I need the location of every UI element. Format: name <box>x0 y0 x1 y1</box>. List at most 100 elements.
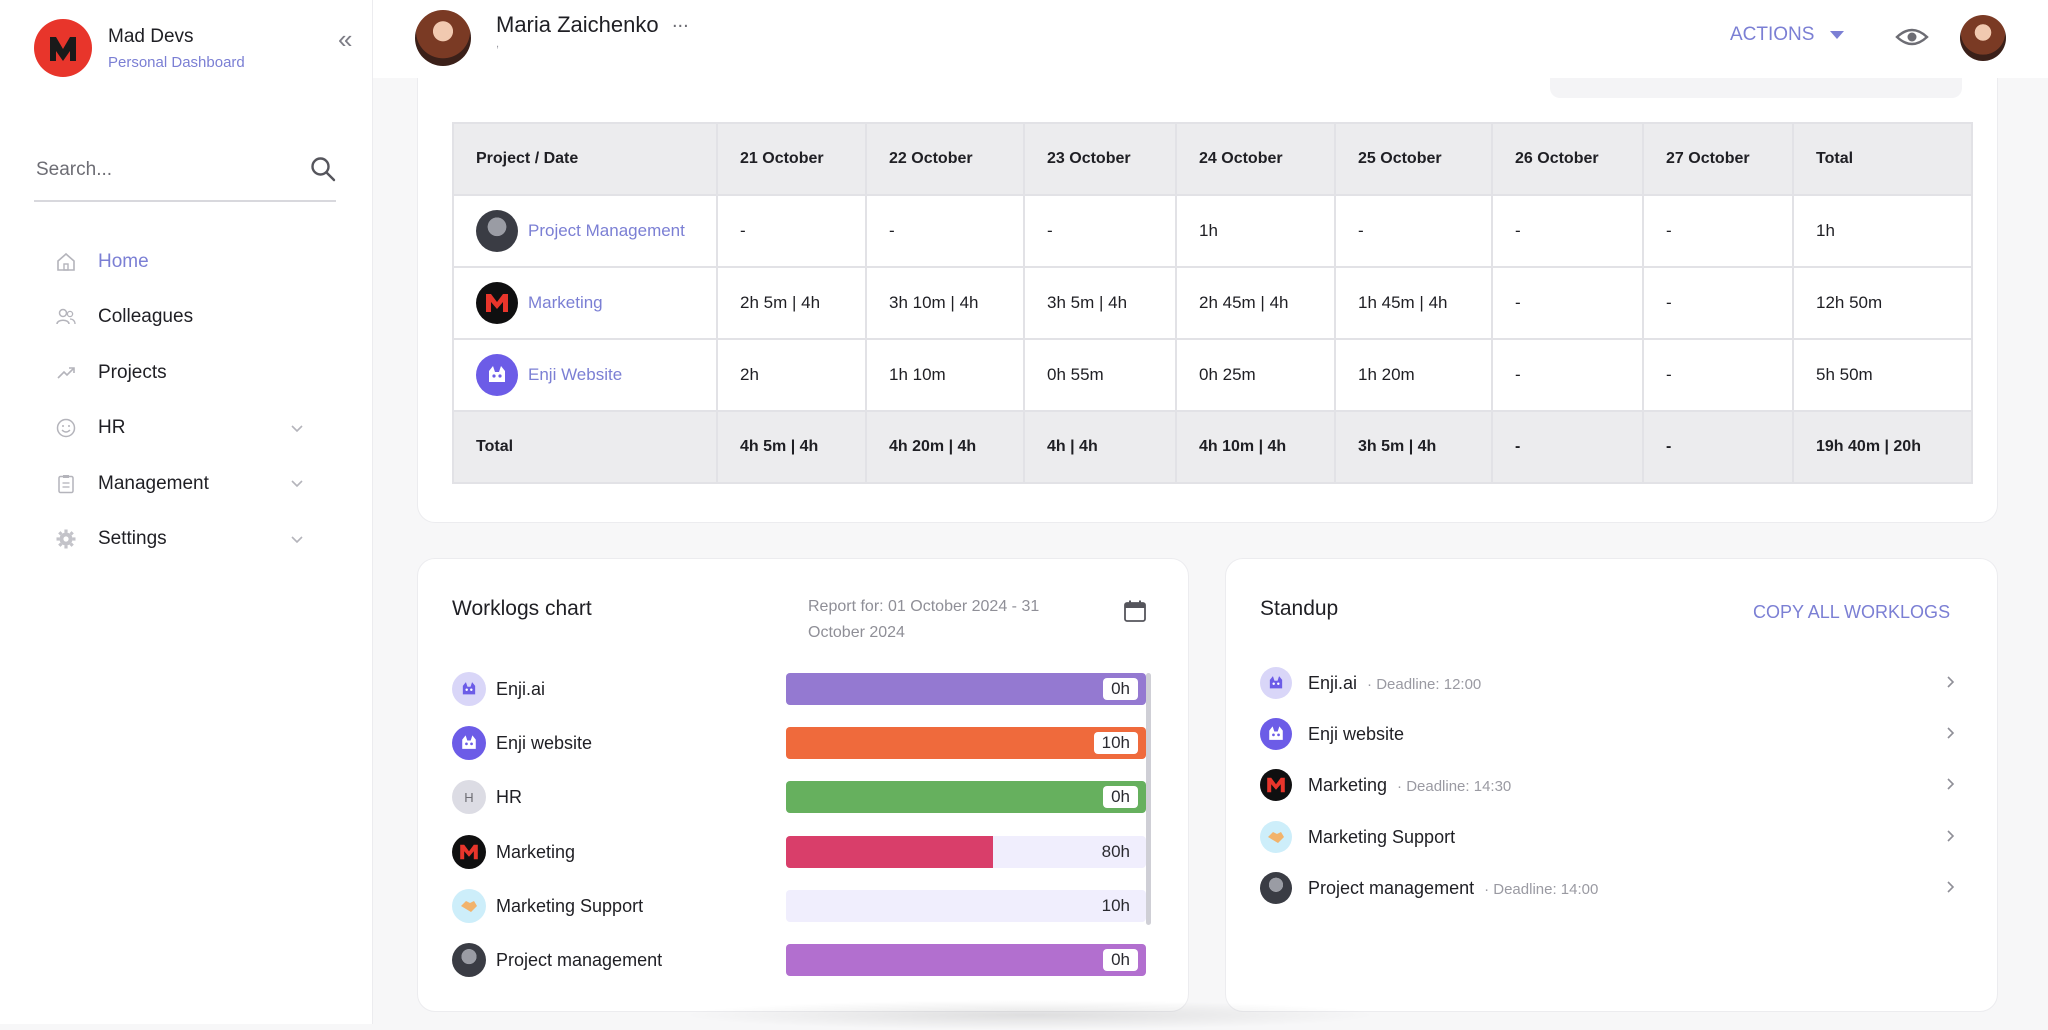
worklog-row: Marketing46h80h <box>452 826 1152 880</box>
standup-name: Enji.ai <box>1308 673 1358 693</box>
standup-list: Enji.ai · Deadline: 12:00 Enji website Mark… <box>1260 657 1970 913</box>
worklog-bar-fill <box>786 835 993 868</box>
user-avatar[interactable] <box>1960 15 2006 61</box>
worklog-bar-label: 10h <box>1093 732 1138 755</box>
table-cell: 4h | 4h <box>1023 410 1177 484</box>
standup-deadline: · Deadline: 12:00 <box>1367 676 1482 693</box>
more-options-button[interactable]: ... <box>672 10 689 32</box>
nav-label: Colleagues <box>98 306 194 328</box>
chevron-right-icon[interactable] <box>1946 829 1956 848</box>
standup-item[interactable]: Enji.ai · Deadline: 12:00 <box>1260 657 1970 708</box>
standup-item[interactable]: Marketing Support <box>1260 811 1970 862</box>
enji-ai-logo-icon <box>1260 667 1292 699</box>
worklog-bar-label: 0h <box>1103 948 1138 971</box>
actions-dropdown-button[interactable]: ACTIONS <box>1730 24 1845 46</box>
column-header: 23 October <box>1023 122 1177 196</box>
brand-name: Mad Devs <box>108 25 194 47</box>
nav-item-colleagues[interactable]: Colleagues <box>54 290 314 346</box>
collapse-sidebar-icon[interactable]: « <box>338 24 353 54</box>
standup-project-name: Marketing · Deadline: 14:30 <box>1308 775 1511 796</box>
profile-name: Maria Zaichenko <box>496 12 659 37</box>
standup-card: Standup COPY ALL WORKLOGS Enji.ai · Deadl… <box>1225 558 1998 1012</box>
table-row: Marketing 2h 5m | 4h 3h 10m | 4h 3h 5m |… <box>452 266 1973 340</box>
table-cell: 1h 45m | 4h <box>1334 266 1493 340</box>
nav-item-management[interactable]: Management <box>54 456 314 512</box>
project-management-avatar <box>452 942 486 977</box>
chevron-right-icon[interactable] <box>1946 675 1956 694</box>
actions-label: ACTIONS <box>1730 24 1815 45</box>
project-link[interactable]: Enji Website <box>528 365 623 384</box>
table-cell: - <box>1334 194 1493 268</box>
chevron-right-icon[interactable] <box>1946 880 1956 899</box>
table-cell: - <box>716 194 867 268</box>
table-cell: 3h 5m | 4h <box>1334 410 1493 484</box>
table-cell: - <box>1642 410 1794 484</box>
brand[interactable]: Mad Devs Personal Dashboard <box>34 19 245 77</box>
worklog-table-card: Project / Date 21 October 22 October 23 … <box>417 60 1998 523</box>
project-management-avatar <box>1260 871 1292 904</box>
nav-item-projects[interactable]: Projects <box>54 345 314 401</box>
column-header: 21 October <box>716 122 867 196</box>
table-cell: - <box>1642 338 1794 412</box>
brand-subtitle: Personal Dashboard <box>108 53 245 71</box>
worklog-table: Project / Date 21 October 22 October 23 … <box>452 122 1973 484</box>
main-nav: Home Colleagues Projects HR <box>54 234 314 567</box>
table-cell: 2h <box>716 338 867 412</box>
trend-icon <box>54 361 78 385</box>
standup-name: Marketing Support <box>1308 826 1456 847</box>
chevron-down-icon[interactable] <box>290 476 304 494</box>
worklog-bar-label: 0h <box>1103 678 1138 700</box>
nav-item-hr[interactable]: HR <box>54 401 314 457</box>
copy-all-worklogs-button[interactable]: COPY ALL WORKLOGS <box>1753 602 1951 622</box>
search-input[interactable] <box>34 158 298 182</box>
chevron-right-icon[interactable] <box>1946 777 1956 796</box>
standup-item[interactable]: Marketing · Deadline: 14:30 <box>1260 759 1970 810</box>
chevron-right-icon[interactable] <box>1946 726 1956 745</box>
worklog-bar-fill <box>786 943 1146 976</box>
standup-project-name: Enji website <box>1308 724 1414 745</box>
calendar-icon[interactable] <box>1123 599 1147 628</box>
table-row: Enji Website 2h 1h 10m 0h 55m 0h 25m 1h … <box>452 338 1973 412</box>
sidebar: Mad Devs Personal Dashboard « Home Colle… <box>0 0 373 1024</box>
search-icon[interactable] <box>310 156 336 187</box>
column-header: Project / Date <box>452 122 718 196</box>
column-header: 25 October <box>1334 122 1493 196</box>
standup-project-name: Enji.ai · Deadline: 12:00 <box>1308 673 1481 694</box>
standup-item[interactable]: Enji website <box>1260 708 1970 759</box>
table-cell: - <box>1491 194 1644 268</box>
project-link[interactable]: Marketing <box>528 293 603 312</box>
clipboard-icon <box>54 472 78 496</box>
table-cell: - <box>1491 266 1644 340</box>
nav-label: Settings <box>98 528 167 550</box>
table-cell: - <box>1491 338 1644 412</box>
worklog-project-name: Enji website <box>496 733 593 754</box>
table-cell: 2h 5m | 4h <box>716 266 867 340</box>
table-cell: 0h 55m <box>1023 338 1177 412</box>
table-cell: 1h 10m <box>865 338 1025 412</box>
smile-icon <box>54 416 78 440</box>
standup-item[interactable]: Project management · Deadline: 14:00 <box>1260 862 1970 913</box>
users-icon <box>54 305 78 329</box>
nav-item-home[interactable]: Home <box>54 234 314 290</box>
table-cell: 4h 10m | 4h <box>1175 410 1336 484</box>
standup-name: Marketing <box>1308 775 1388 796</box>
standup-project-name: Project management · Deadline: 14:00 <box>1308 878 1598 899</box>
table-cell: 12h 50m <box>1792 266 1973 340</box>
nav-item-settings[interactable]: Settings <box>54 512 314 568</box>
gear-icon <box>54 527 78 551</box>
table-cell: - <box>865 194 1025 268</box>
scrollbar[interactable] <box>1146 673 1151 925</box>
filter-panel-edge <box>1550 78 1962 98</box>
project-link[interactable]: Project Management <box>528 221 685 240</box>
table-total-row: Total 4h 5m | 4h 4h 20m | 4h 4h | 4h 4h … <box>452 410 1973 484</box>
eye-icon[interactable] <box>1895 22 1929 57</box>
profile-avatar[interactable] <box>415 10 471 66</box>
handshake-icon <box>1260 820 1292 853</box>
worklogs-chart-card: Worklogs chart Report for: 01 October 20… <box>417 558 1189 1012</box>
table-cell: 1h 20m <box>1334 338 1493 412</box>
chevron-down-icon[interactable] <box>290 421 304 439</box>
enji-logo-icon <box>476 354 518 396</box>
chevron-down-icon[interactable] <box>290 532 304 550</box>
worklog-project-name: Marketing Support <box>496 895 644 916</box>
worklog-bar: 0h <box>786 673 1146 705</box>
